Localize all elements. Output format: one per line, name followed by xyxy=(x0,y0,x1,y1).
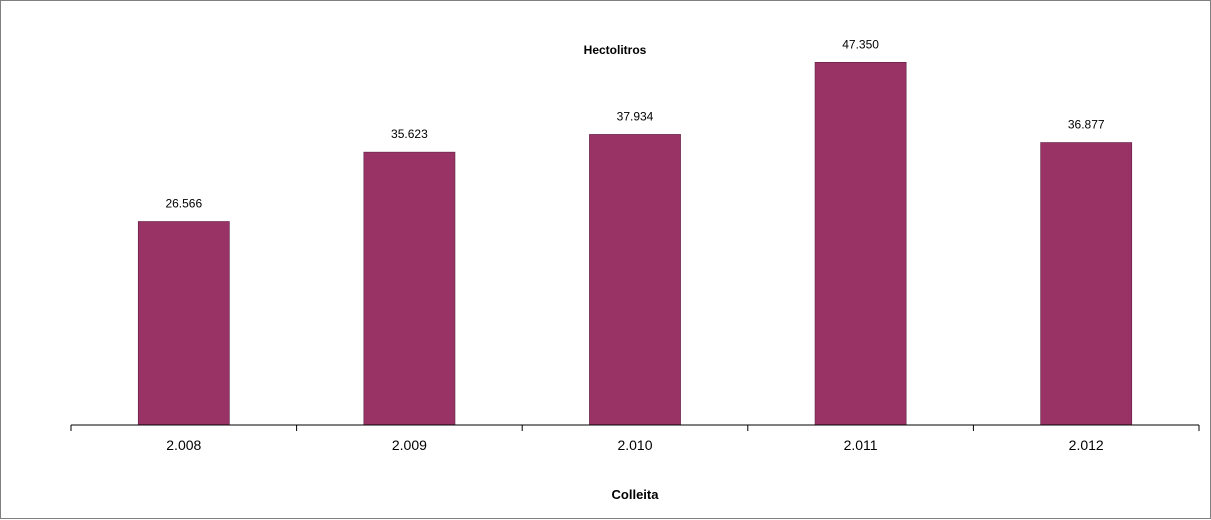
bars-layer: 26.566 35.623 37.934 47.350 36.877 xyxy=(137,37,1133,426)
bar-2 xyxy=(363,151,456,426)
x-axis-title: Colleita xyxy=(612,487,660,502)
bar-1 xyxy=(137,221,230,426)
x-tick-label-2: 2.009 xyxy=(392,437,427,453)
x-tick-label-5: 2.012 xyxy=(1069,437,1104,453)
x-tick-label-3: 2.010 xyxy=(617,437,652,453)
bar-3 xyxy=(589,134,681,426)
chart-title: Hectolitros xyxy=(584,43,647,57)
data-label-3: 37.934 xyxy=(617,109,654,123)
data-label-5: 36.877 xyxy=(1068,118,1105,132)
data-label-2: 35.623 xyxy=(391,127,428,141)
ticks-layer: 2.008 2.009 2.010 2.011 2.012 xyxy=(70,425,1200,453)
bar-4 xyxy=(814,61,907,426)
x-tick-label-4: 2.011 xyxy=(844,437,878,453)
bar-5 xyxy=(1040,142,1133,426)
data-label-4: 47.350 xyxy=(842,37,879,51)
data-label-1: 26.566 xyxy=(165,197,202,211)
x-tick-label-1: 2.008 xyxy=(166,437,201,453)
